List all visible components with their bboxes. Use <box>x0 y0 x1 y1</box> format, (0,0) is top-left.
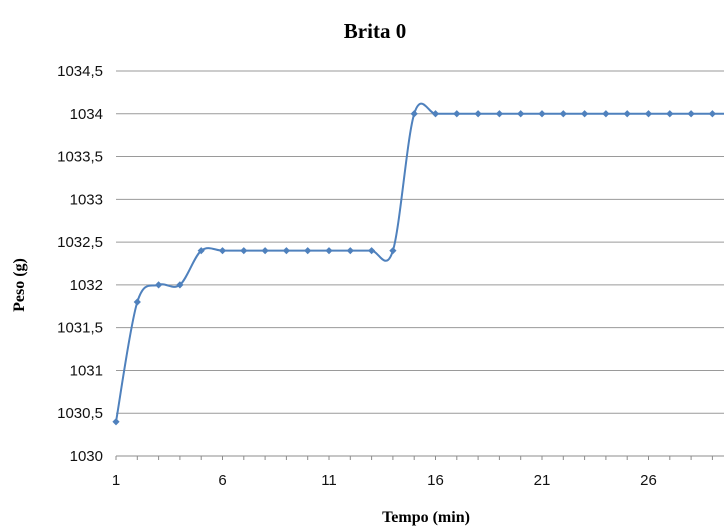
y-tick-label: 1031 <box>70 362 103 379</box>
series-markers <box>112 110 716 426</box>
data-point-marker <box>112 418 120 426</box>
data-point-marker <box>410 110 418 118</box>
x-tick-label: 26 <box>640 472 657 489</box>
data-point-marker <box>495 110 503 118</box>
x-tick-label: 11 <box>321 472 337 489</box>
y-axis-title: Peso (g) <box>11 258 28 312</box>
data-point-marker <box>581 110 589 118</box>
data-point-marker <box>389 247 397 255</box>
data-point-marker <box>644 110 653 118</box>
data-point-marker <box>240 247 248 255</box>
y-tick-label: 1030 <box>70 448 103 465</box>
y-tick-label: 1031,5 <box>57 320 103 337</box>
y-tick-label: 1034 <box>70 106 103 123</box>
y-tick-label: 1032 <box>70 277 103 294</box>
chart-title: Brita 0 <box>344 19 406 43</box>
x-tick-label: 6 <box>218 472 226 489</box>
data-point-marker <box>155 281 163 289</box>
x-tick-label: 16 <box>427 472 444 489</box>
y-tick-label: 1033,5 <box>57 149 103 166</box>
y-axis-ticks: 1030 1030,5 1031 1031,5 1032 1032,5 1033 1033,5… <box>57 63 103 465</box>
y-tick-label: 1034,5 <box>57 63 103 80</box>
data-point-marker <box>559 110 567 118</box>
data-point-marker <box>474 110 482 118</box>
data-point-marker <box>666 110 674 118</box>
series-line <box>115 102 724 422</box>
data-point-marker <box>368 247 376 255</box>
data-point-marker <box>176 281 184 289</box>
data-point-marker <box>687 110 695 118</box>
x-tick-label: 21 <box>534 472 551 489</box>
y-tick-label: 1033 <box>70 191 103 208</box>
data-point-marker <box>261 247 269 255</box>
x-tick-label: 1 <box>112 472 120 489</box>
y-tick-label: 1032,5 <box>57 234 103 251</box>
data-point-marker <box>325 247 333 255</box>
data-point-marker <box>133 298 141 306</box>
data-point-marker <box>453 110 461 118</box>
x-axis-title: Tempo (min) <box>382 509 470 526</box>
data-point-marker <box>282 247 290 255</box>
x-axis-ticks: 1 6 11 16 21 26 <box>112 456 713 489</box>
data-point-marker <box>346 247 354 255</box>
gridlines <box>116 70 724 457</box>
data-point-marker <box>708 110 716 118</box>
data-point-marker <box>517 110 525 118</box>
data-point-marker <box>197 247 205 255</box>
data-point-marker <box>218 247 227 255</box>
data-point-marker <box>602 110 610 118</box>
y-tick-label: 1030,5 <box>57 405 103 422</box>
data-point-marker <box>538 110 546 118</box>
data-point-marker <box>623 110 631 118</box>
data-point-marker <box>431 110 440 118</box>
data-point-marker <box>304 247 312 255</box>
